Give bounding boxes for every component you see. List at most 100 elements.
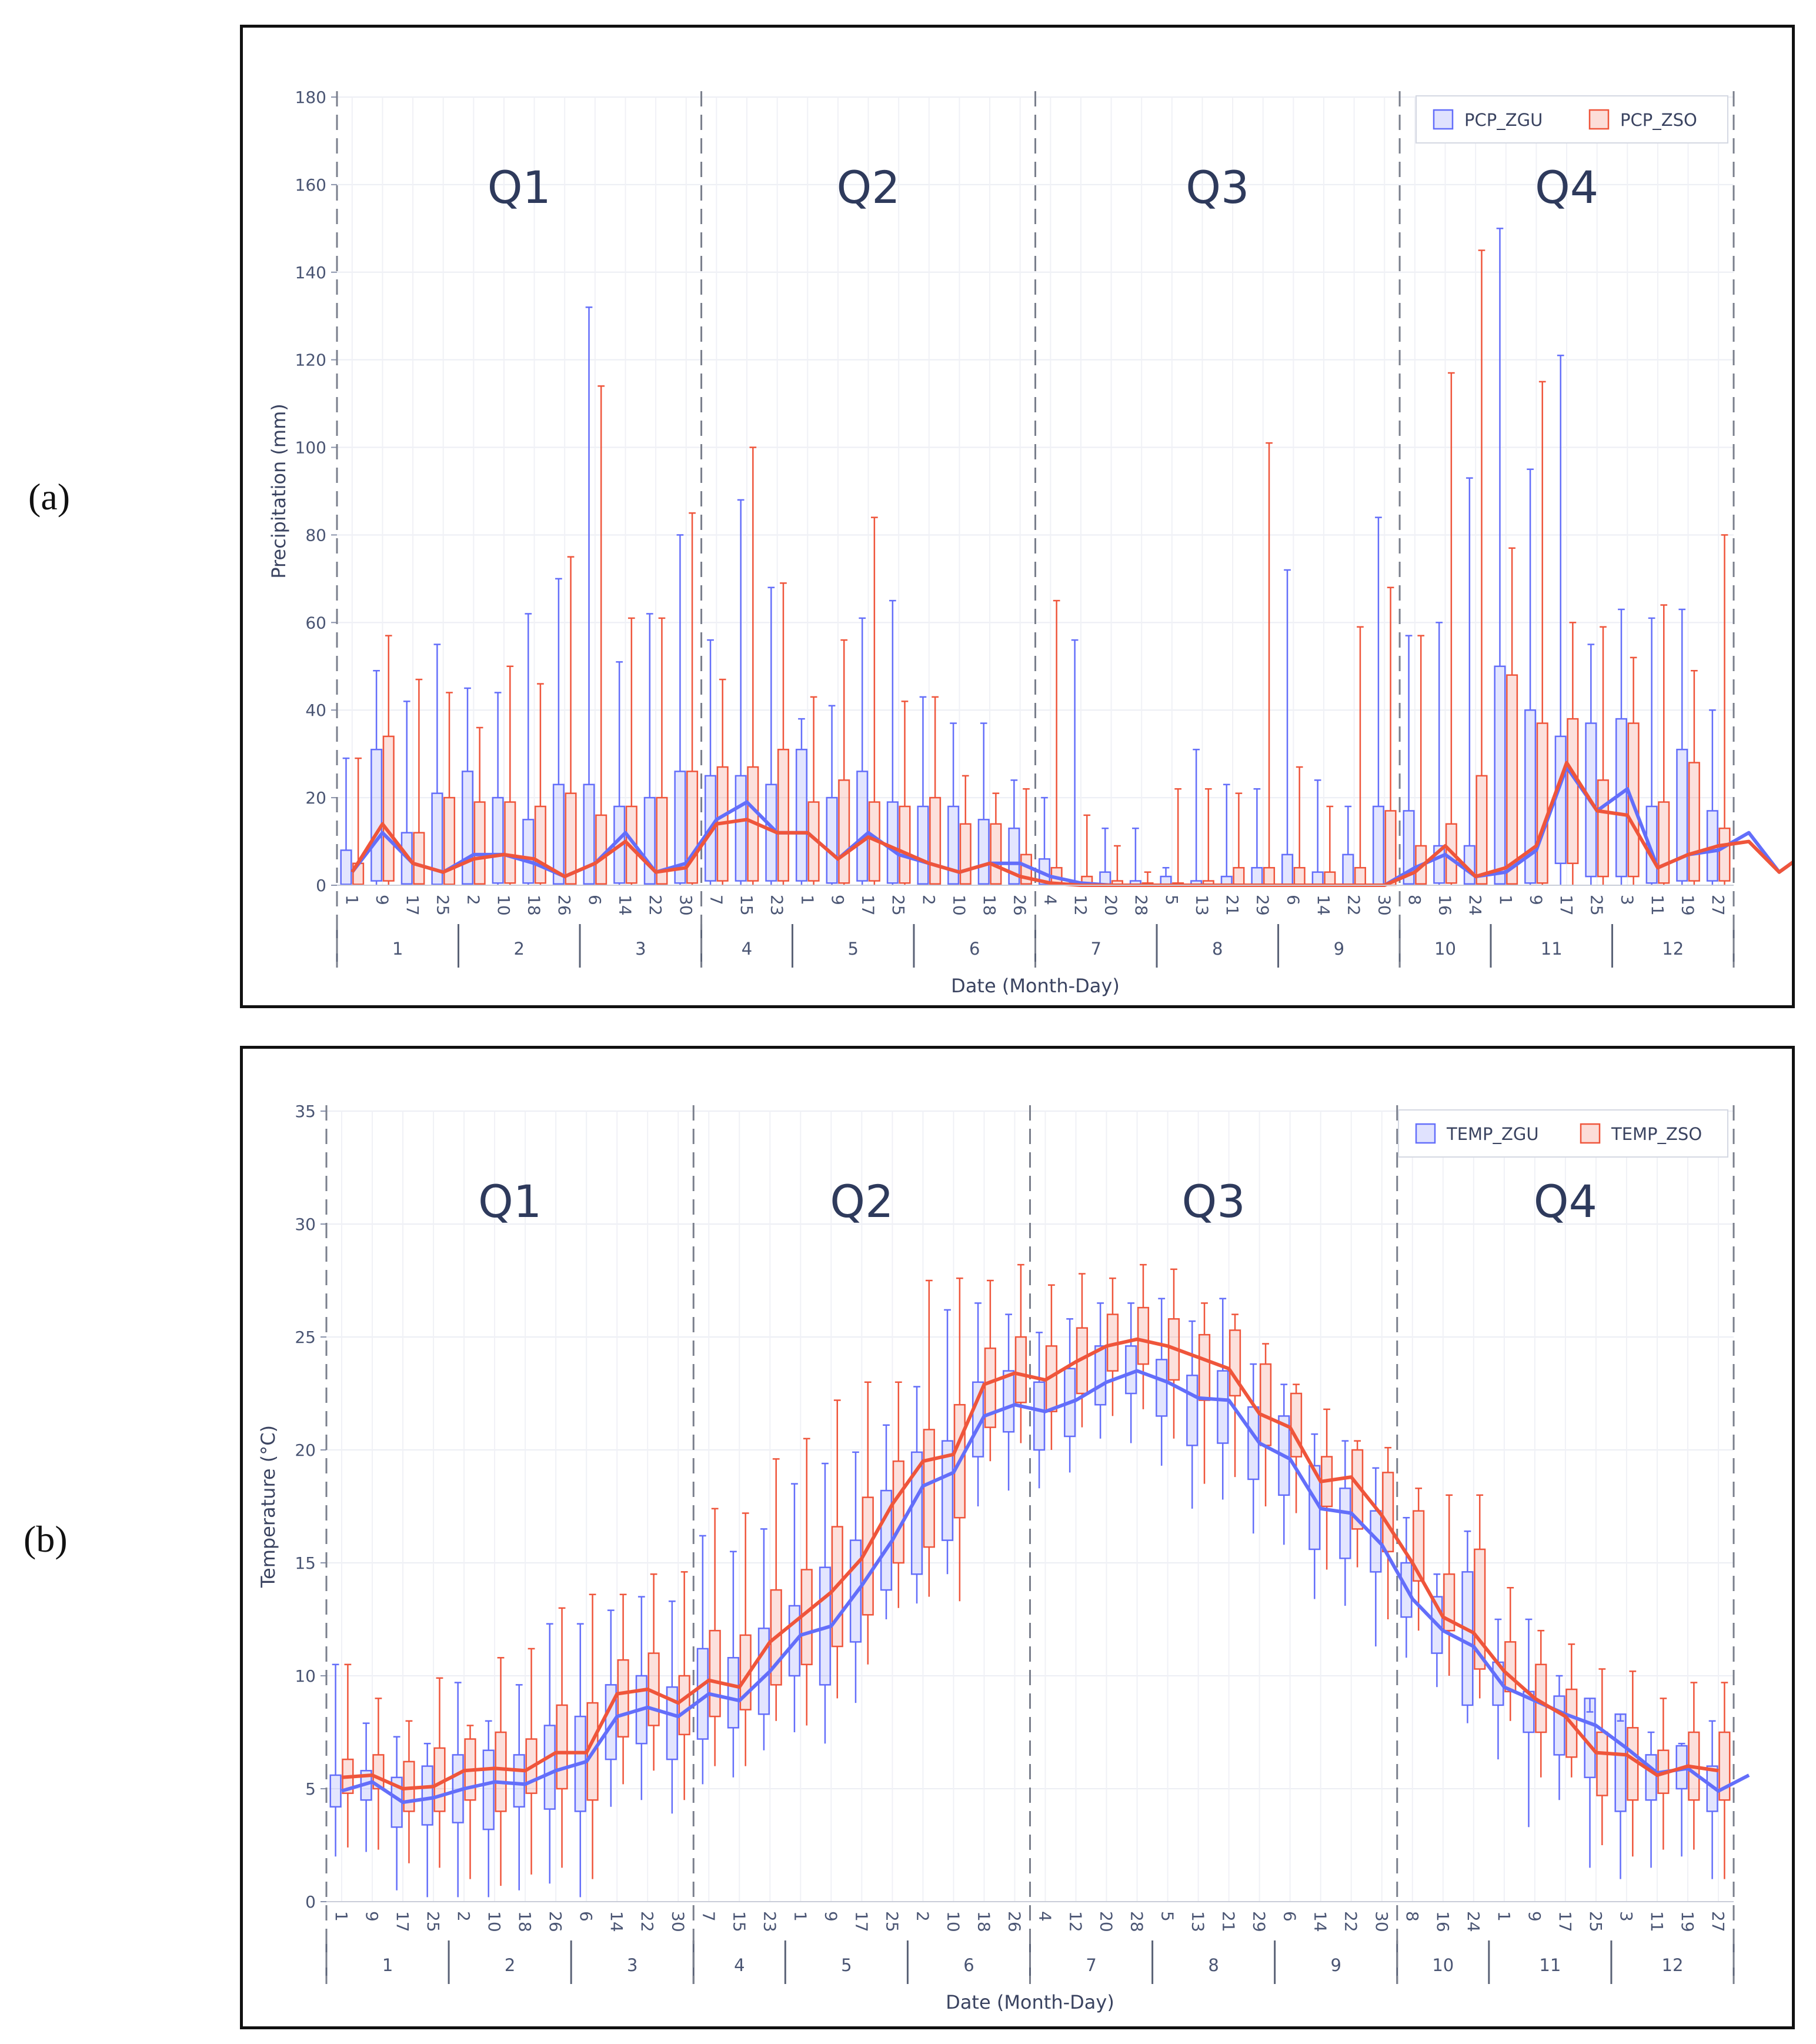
x-tick-label: 17 xyxy=(1557,895,1576,916)
box-rect xyxy=(1476,775,1488,885)
month-label: 12 xyxy=(1662,939,1684,959)
box-rect xyxy=(522,819,535,884)
month-label: 9 xyxy=(1330,1955,1341,1975)
box-rect xyxy=(1342,853,1354,886)
month-label: 8 xyxy=(1208,1955,1219,1975)
box-rect xyxy=(1403,810,1415,885)
box-rect xyxy=(1259,1363,1272,1446)
box-rect xyxy=(1137,1306,1150,1365)
box-rect xyxy=(340,849,352,885)
box-rect xyxy=(656,796,668,885)
x-tick-label: 6 xyxy=(1280,1911,1300,1922)
x-tick-label: 2 xyxy=(913,1911,932,1922)
x-tick-label: 7 xyxy=(699,1911,718,1922)
legend-label-zso: PCP_ZSO xyxy=(1620,110,1697,130)
x-tick-label: 23 xyxy=(767,895,787,916)
box-rect xyxy=(1524,709,1537,884)
box-rect xyxy=(1263,866,1276,886)
x-tick-label: 4 xyxy=(1036,1911,1055,1922)
month-label: 2 xyxy=(505,1955,515,1975)
x-tick-label: 22 xyxy=(1341,1911,1361,1932)
quarter-label: Q4 xyxy=(1535,161,1598,214)
x-tick-label: 8 xyxy=(1403,1911,1422,1922)
x-tick-label: 1 xyxy=(332,1911,351,1922)
y-axis-title: Temperature (°C) xyxy=(257,1425,279,1588)
x-tick-label: 11 xyxy=(1648,895,1667,916)
x-tick-label: 15 xyxy=(729,1911,749,1932)
box-rect xyxy=(431,792,443,885)
legend-swatch-zso xyxy=(1588,109,1610,130)
mean-line xyxy=(341,1337,1719,1790)
x-tick-label: 29 xyxy=(1250,1911,1269,1932)
box-rect xyxy=(1536,722,1548,884)
quarter-label: Q3 xyxy=(1182,1175,1246,1228)
x-tick-label: 6 xyxy=(1283,895,1303,905)
x-tick-label: 2 xyxy=(454,1911,473,1922)
x-tick-label: 30 xyxy=(1372,1911,1391,1932)
x-tick-label: 2 xyxy=(919,895,939,905)
legend-box xyxy=(1398,1109,1728,1158)
legend-swatch-zso xyxy=(1580,1123,1601,1144)
x-tick-label: 20 xyxy=(1101,895,1121,916)
x-tick-label: 1 xyxy=(1496,895,1515,905)
month-label: 7 xyxy=(1086,1955,1096,1975)
y-tick-label: 160 xyxy=(295,175,326,195)
x-tick-label: 25 xyxy=(882,1911,902,1932)
box-rect xyxy=(666,1686,678,1760)
box-rect xyxy=(826,796,838,884)
box-rect xyxy=(552,783,565,885)
quarter-label: Q1 xyxy=(478,1175,542,1228)
box-rect xyxy=(617,1659,629,1738)
month-label: 10 xyxy=(1434,939,1456,959)
box-rect xyxy=(984,1347,996,1428)
box-rect xyxy=(959,823,972,885)
x-tick-label: 17 xyxy=(393,1911,412,1932)
box-rect xyxy=(492,796,504,884)
box-rect xyxy=(709,1629,721,1718)
x-tick-label: 6 xyxy=(585,895,605,905)
x-tick-label: 21 xyxy=(1219,1911,1239,1932)
x-tick-label: 10 xyxy=(485,1911,504,1932)
x-tick-label: 25 xyxy=(1587,895,1607,916)
box-rect xyxy=(1217,1370,1229,1444)
box-rect xyxy=(1553,1695,1565,1756)
box-rect xyxy=(674,771,686,884)
box-rect xyxy=(735,775,747,882)
y-tick-label: 140 xyxy=(295,263,326,282)
box-rect xyxy=(777,748,789,882)
box-rect xyxy=(1311,871,1324,886)
x-tick-label: 29 xyxy=(1253,895,1273,916)
x-tick-label: 8 xyxy=(1405,895,1424,905)
box-rect xyxy=(1186,1375,1199,1446)
x-tick-label: 18 xyxy=(980,895,999,916)
y-tick-label: 10 xyxy=(295,1666,316,1686)
y-tick-label: 25 xyxy=(295,1328,316,1347)
month-label: 8 xyxy=(1212,939,1223,959)
x-tick-label: 17 xyxy=(852,1911,871,1932)
legend-label-zgu: PCP_ZGU xyxy=(1464,110,1543,130)
y-tick-label: 35 xyxy=(295,1102,316,1121)
box-rect xyxy=(1718,1731,1731,1801)
x-tick-label: 26 xyxy=(1004,1911,1024,1932)
x-tick-label: 24 xyxy=(1466,895,1485,916)
x-tick-label: 9 xyxy=(828,895,847,905)
box-rect xyxy=(1014,1336,1027,1403)
x-tick-label: 27 xyxy=(1708,1911,1728,1932)
x-tick-label: 9 xyxy=(372,895,392,905)
x-tick-label: 27 xyxy=(1708,895,1728,916)
box-rect xyxy=(1461,1571,1474,1706)
box-rect xyxy=(1718,827,1731,882)
x-tick-label: 10 xyxy=(949,895,969,916)
box-rect xyxy=(1293,866,1306,886)
box-rect xyxy=(556,1704,568,1790)
x-tick-label: 13 xyxy=(1192,895,1211,916)
x-tick-label: 23 xyxy=(760,1911,779,1932)
y-tick-label: 180 xyxy=(295,88,326,107)
box-rect xyxy=(1645,1754,1657,1801)
x-tick-label: 9 xyxy=(1525,1911,1544,1922)
panel-b-frame: 0 5 10 15 20 25 30 35 1 9 17 25 2 10 18 26 6 14 22 30 7 15 23 1… xyxy=(240,1046,1795,2029)
quarter-label: Q1 xyxy=(488,161,551,214)
x-tick-label: 12 xyxy=(1071,895,1090,916)
x-tick-label: 28 xyxy=(1131,895,1151,916)
